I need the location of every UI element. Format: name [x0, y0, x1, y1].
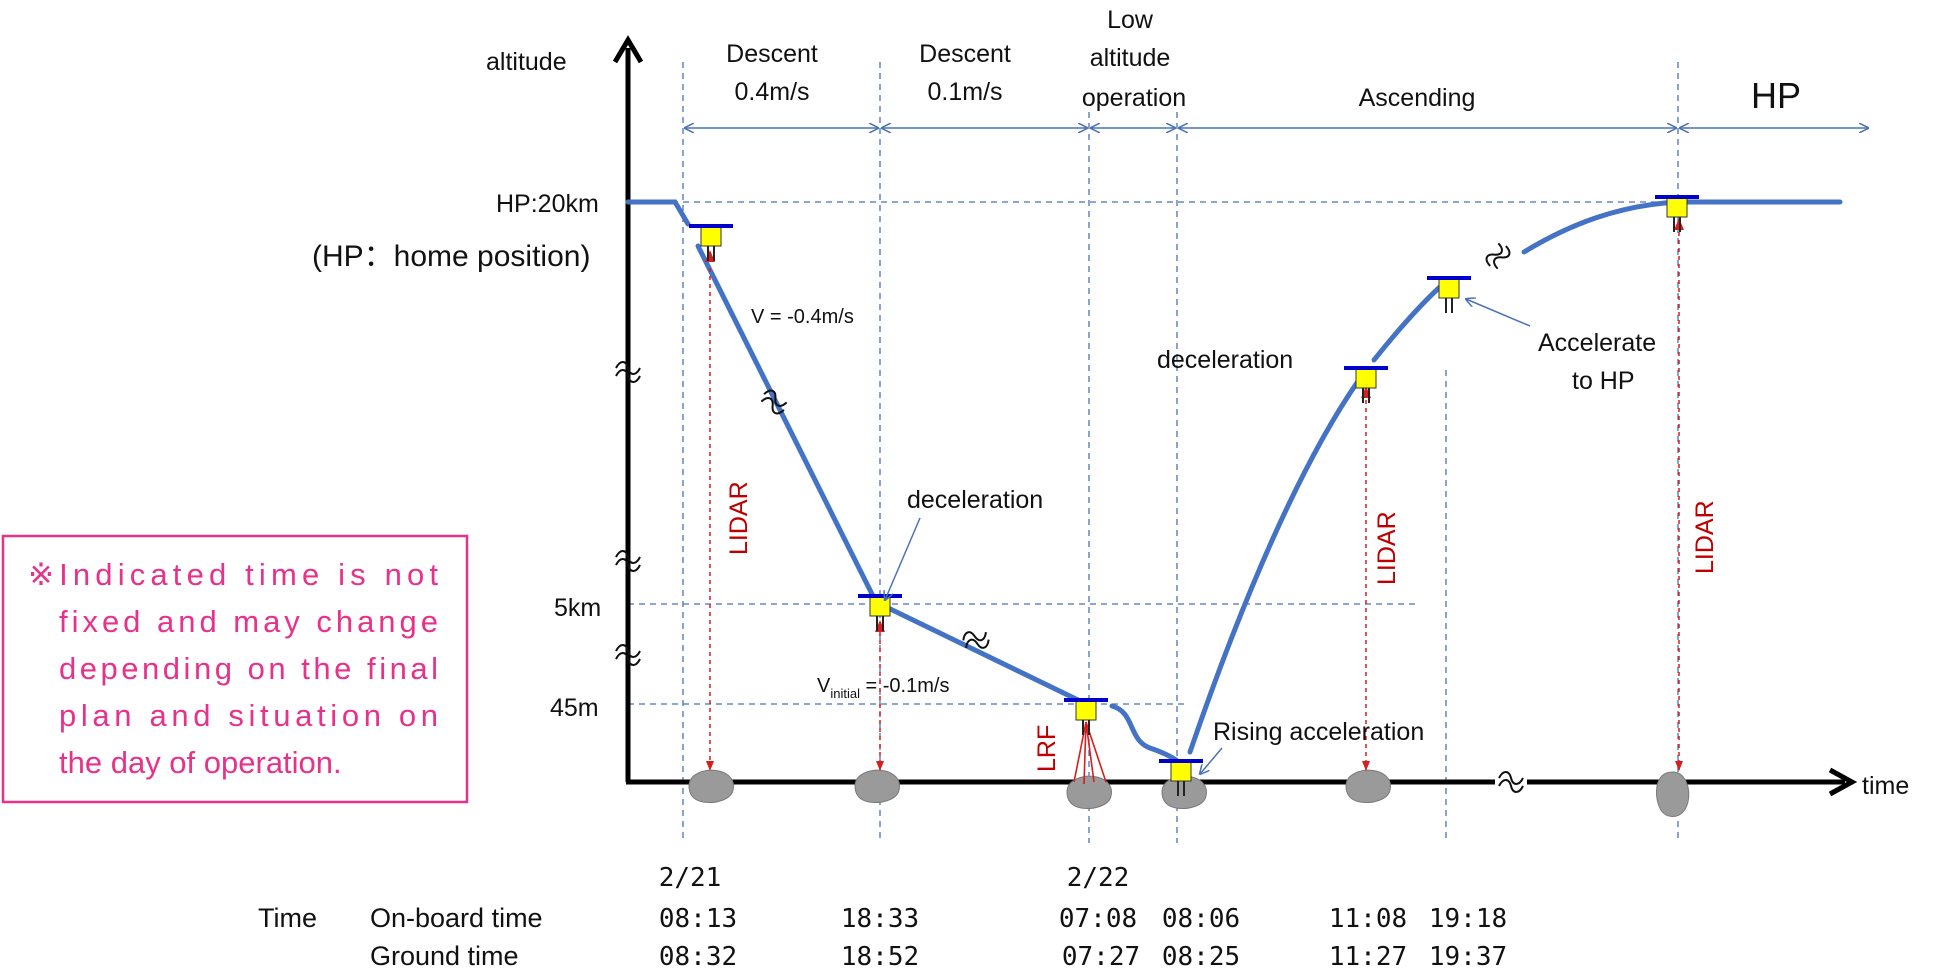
- onboard-time-label: On-board time: [370, 903, 543, 933]
- rising-acceleration-label: Rising acceleration: [1213, 718, 1424, 746]
- break-tilde-icon: [1483, 240, 1513, 272]
- velocity-initial-label: Vinitial = -0.1m/s: [817, 675, 949, 701]
- y-axis-label: altitude: [486, 48, 567, 76]
- onboard-time: 08:06: [1162, 904, 1240, 934]
- deceleration-label-descent: deceleration: [907, 486, 1043, 514]
- phase-label-low-altitude-1: Low: [1107, 6, 1154, 34]
- time-table: 2/21 2/22 Time On-board time Ground time…: [258, 863, 1507, 969]
- onboard-time: 11:08: [1329, 904, 1407, 934]
- ground-time: 11:27: [1329, 942, 1407, 969]
- date-label: 2/21: [659, 863, 722, 893]
- onboard-time: 08:13: [659, 904, 737, 934]
- ground-time: 19:37: [1429, 942, 1507, 969]
- altitude-label-5km: 5km: [554, 594, 601, 622]
- phase-label-low-altitude-3: operation: [1082, 84, 1186, 112]
- trajectory-descent-fast: [695, 243, 878, 603]
- disclaimer-note: ※Indicated time is not fixed and may cha…: [1, 534, 469, 804]
- trajectory-ascent-1: [1187, 367, 1369, 755]
- phase-label-descent-fast-1: Descent: [726, 40, 818, 68]
- altitude-guides: [628, 201, 1690, 705]
- boulder-icon: [688, 769, 734, 803]
- altitude-label-45m: 45m: [550, 694, 599, 722]
- disclaimer-line: plan and situation on: [59, 698, 438, 733]
- ground-time: 08:32: [659, 942, 737, 969]
- rising-pointer: [1200, 747, 1223, 774]
- onboard-time: 07:08: [1059, 904, 1137, 934]
- disclaimer-box: [1, 534, 469, 804]
- ground-time: 08:25: [1162, 942, 1240, 969]
- deceleration-pointer: [885, 517, 921, 600]
- ground-time-label: Ground time: [370, 941, 519, 969]
- deceleration-label-ascent: deceleration: [1157, 346, 1293, 374]
- phase-label-descent-fast-2: 0.4m/s: [734, 78, 809, 106]
- onboard-time: 18:33: [841, 904, 919, 934]
- lrf-beam: [1083, 721, 1087, 785]
- phase-label-ascending: Ascending: [1359, 84, 1476, 112]
- altitude-label-hp: HP:20km: [496, 190, 599, 218]
- spacecraft-positions: [687, 195, 1701, 798]
- lidar-label: LIDAR: [725, 481, 753, 555]
- accelerate-pointer: [1466, 299, 1531, 327]
- onboard-time: 19:18: [1429, 904, 1507, 934]
- axes: [612, 35, 1858, 797]
- phase-label-low-altitude-2: altitude: [1090, 44, 1171, 72]
- x-axis-label: time: [1862, 772, 1909, 800]
- phase-label-descent-slow-2: 0.1m/s: [927, 78, 1002, 106]
- x-axis-arrowhead: [1828, 767, 1858, 797]
- lidar-label: LIDAR: [1373, 511, 1401, 585]
- axis-break-tilde-icon: [1498, 771, 1524, 793]
- boulder-icon: [854, 769, 900, 803]
- boulder-icon: [1656, 771, 1690, 817]
- trajectory-low-altitude: [1109, 703, 1179, 763]
- time-header: Time: [258, 903, 317, 933]
- lrf-label: LRF: [1033, 725, 1061, 772]
- trajectory: [625, 199, 1843, 763]
- accelerate-label-1: Accelerate: [1538, 329, 1656, 357]
- ground-time: 18:52: [841, 942, 919, 969]
- lidar-label: LIDAR: [1691, 500, 1719, 574]
- disclaimer-line: fixed and may change: [59, 604, 438, 639]
- phase-guides: [682, 62, 1679, 843]
- phase-label-descent-slow-1: Descent: [919, 40, 1011, 68]
- disclaimer-line: ※Indicated time is not: [28, 557, 438, 592]
- lrf-beam: [1085, 721, 1095, 783]
- disclaimer-line: the day of operation.: [59, 745, 342, 780]
- trajectory-descent-slow: [877, 601, 1081, 703]
- phase-label-hp: HP: [1751, 75, 1801, 116]
- y-axis-arrowhead: [612, 35, 644, 64]
- ground-time: 07:27: [1062, 942, 1140, 969]
- disclaimer-line: depending on the final: [59, 651, 438, 686]
- velocity-fast-label: V = -0.4m/s: [751, 306, 854, 328]
- date-label: 2/22: [1067, 863, 1130, 893]
- hp-definition-note: (HP：home position): [312, 240, 590, 273]
- trajectory-hp-start: [625, 199, 691, 227]
- boulder-icon: [1345, 769, 1391, 803]
- accelerate-label-2: to HP: [1572, 367, 1635, 395]
- trajectory-ascent-2: [1371, 282, 1445, 363]
